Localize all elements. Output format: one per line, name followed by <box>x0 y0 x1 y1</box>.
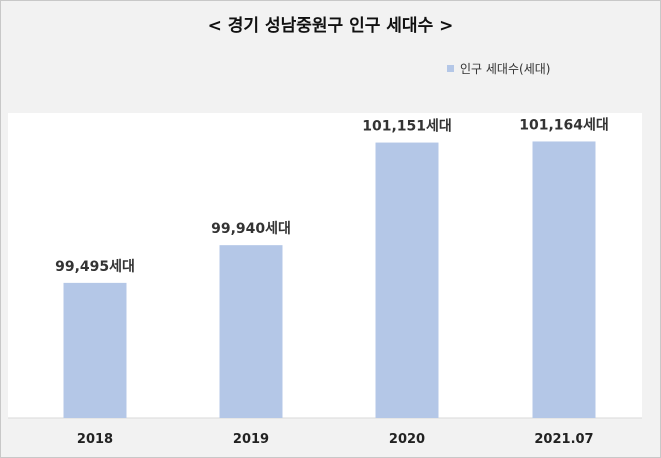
data-label-2020: 101,151세대 <box>362 119 452 135</box>
legend-swatch <box>447 65 454 72</box>
data-label-2021.07: 101,164세대 <box>519 117 609 133</box>
legend-label: 인구 세대수(세대) <box>460 62 551 76</box>
x-tick-label-2020: 2020 <box>389 432 425 447</box>
bar-2019 <box>219 245 283 418</box>
bar-2018 <box>63 282 127 418</box>
x-tick-label-2021.07: 2021.07 <box>534 432 593 447</box>
bar-2020 <box>375 142 439 418</box>
x-tick-label-2018: 2018 <box>77 432 113 447</box>
chart-title: < 경기 성남중원구 인구 세대수 > <box>207 16 454 36</box>
legend: 인구 세대수(세대) <box>447 60 550 77</box>
x-tick-label-2019: 2019 <box>233 432 269 447</box>
bar-2021.07 <box>532 141 596 418</box>
data-label-2018: 99,495세대 <box>55 259 135 275</box>
data-label-2019: 99,940세대 <box>211 221 291 237</box>
